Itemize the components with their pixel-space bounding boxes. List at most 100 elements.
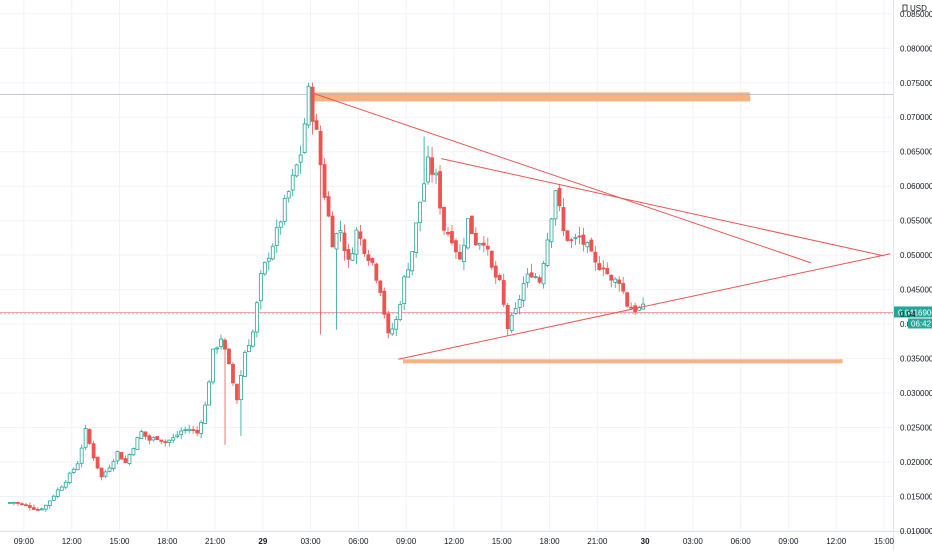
y-tick-label: 0.06000000: [900, 182, 932, 191]
y-tick-label: 0.03000000: [900, 389, 932, 398]
candle-body: [203, 404, 208, 424]
candle-body: [358, 231, 363, 239]
candle-body: [75, 463, 80, 471]
candle-body: [577, 235, 582, 238]
candle-body: [227, 348, 231, 365]
candle-body: [382, 290, 387, 315]
last-price-badge: [894, 306, 932, 318]
candle-body: [167, 439, 172, 443]
candle-body: [505, 304, 510, 330]
candle-body: [581, 234, 586, 245]
support-zone: [402, 359, 843, 364]
candle-body: [211, 348, 215, 383]
x-tick-label: 30: [641, 537, 650, 546]
candle-body: [509, 314, 514, 331]
candle-body: [605, 268, 610, 275]
hover-price-label: 0.04: [900, 310, 916, 319]
x-tick-label: 21:00: [587, 537, 608, 546]
countdown-label: 06:42: [911, 319, 932, 328]
candle-body: [362, 239, 367, 254]
y-tick-label: 0.02500000: [900, 424, 932, 433]
candle-body: [585, 241, 590, 248]
candle-body: [390, 328, 395, 335]
candle-body: [8, 502, 12, 504]
candle-body: [191, 429, 196, 431]
last-price-label: 0.04169000: [898, 308, 932, 317]
candle-body: [402, 276, 407, 304]
candle-body: [342, 232, 347, 252]
candle-body: [39, 508, 44, 511]
candle-body: [219, 338, 223, 347]
x-tick-label: 03:00: [683, 537, 704, 546]
candle-body: [525, 273, 530, 283]
y-tick-label: 0.07000000: [900, 113, 932, 122]
x-tick-label: 06:00: [731, 537, 752, 546]
candle-body: [302, 123, 307, 153]
y-tick-label: 0.08000000: [900, 44, 932, 53]
candle-body: [414, 222, 419, 253]
x-tick-label: 29: [258, 537, 267, 546]
candle-body: [434, 172, 438, 176]
candle-body: [426, 156, 430, 183]
candle-body: [151, 436, 156, 441]
candle-body: [609, 274, 614, 281]
candle-body: [465, 218, 470, 249]
candle-body: [239, 375, 243, 401]
candle-body: [625, 292, 630, 307]
candle-body: [338, 230, 343, 234]
candle-body: [12, 501, 16, 504]
candle-body: [20, 503, 24, 506]
candle-body: [485, 245, 490, 250]
candle-body: [597, 263, 602, 270]
candle-body: [143, 431, 148, 437]
candle-body: [354, 229, 359, 255]
candle-body: [87, 429, 92, 444]
drawing-zones: [0, 92, 893, 364]
candle-body: [489, 250, 494, 268]
candle-body: [107, 467, 112, 472]
currency-label: USD: [910, 4, 927, 13]
y-tick-label: 0.06500000: [900, 148, 932, 157]
candle-body: [569, 239, 574, 242]
candle-body: [322, 164, 327, 198]
candle-body: [454, 240, 458, 253]
y-tick-label: 0.04500000: [900, 286, 932, 295]
candle-body: [481, 242, 486, 246]
candle-body: [171, 437, 176, 441]
candle-body: [378, 280, 383, 293]
candle-body: [95, 456, 100, 469]
y-tick-label: 0.07500000: [900, 79, 932, 88]
candle-body: [565, 230, 570, 241]
candle-body: [517, 299, 522, 308]
candle-body: [529, 272, 534, 278]
candle-body: [398, 304, 403, 320]
candle-body: [330, 215, 335, 248]
candle-body: [175, 434, 180, 437]
candle-body: [183, 429, 188, 432]
candle-body: [418, 201, 423, 224]
candle-body: [187, 428, 192, 432]
x-tick-label: 12:00: [62, 537, 83, 546]
candle-body: [67, 472, 72, 483]
candle-body: [91, 443, 96, 459]
candle-body: [258, 273, 263, 302]
candle-body: [246, 345, 251, 353]
candle-body: [123, 458, 128, 463]
trendline-1: [310, 91, 811, 264]
candle-body: [477, 243, 482, 246]
candle-body: [250, 331, 255, 347]
candles: [8, 82, 645, 512]
candle-body: [422, 183, 427, 202]
candle-body: [601, 267, 606, 270]
candle-body: [223, 339, 227, 350]
candle-body: [179, 430, 184, 435]
countdown-badge: [908, 318, 932, 329]
candle-body: [115, 451, 120, 462]
candle-body: [310, 86, 315, 122]
candle-body: [561, 207, 566, 232]
candle-body: [286, 191, 291, 199]
candle-body: [410, 251, 415, 272]
